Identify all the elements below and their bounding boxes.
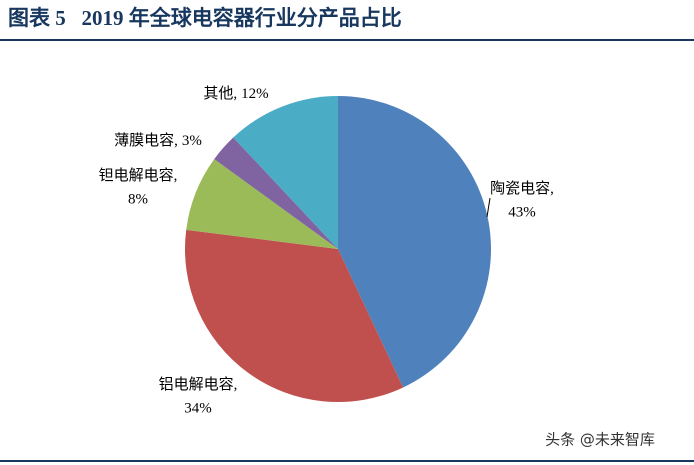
category-label: 铝电解电容 <box>159 376 234 393</box>
data-label: 陶瓷电容, <box>490 180 554 197</box>
label-separator: , <box>233 86 237 102</box>
category-label: 薄膜电容 <box>114 132 174 149</box>
pie-slice <box>214 137 338 249</box>
data-label: 薄膜电容, 3% <box>114 132 202 149</box>
data-label: 其他, 12% <box>203 85 268 102</box>
data-label: 铝电解电容, <box>159 376 238 393</box>
pie-slice <box>338 96 492 388</box>
pie-slice <box>233 96 338 249</box>
pie-slice <box>186 159 338 249</box>
category-label: 陶瓷电容 <box>490 180 550 197</box>
pie-slice <box>185 229 404 402</box>
label-separator: , <box>174 133 178 149</box>
value-label: 3% <box>182 133 202 149</box>
chart-title: 图表 5 2019 年全球电容器行业分产品占比 <box>8 6 402 30</box>
label-separator: , <box>234 377 238 393</box>
value-label: 8% <box>128 191 148 207</box>
value-label: 43% <box>508 204 536 220</box>
label-separator: , <box>174 168 178 184</box>
label-separator: , <box>550 181 554 197</box>
value-label: 34% <box>184 400 212 416</box>
category-label: 钽电解电容 <box>99 167 174 184</box>
leader-line <box>486 197 491 218</box>
value-label: 12% <box>241 86 269 102</box>
category-label: 其他 <box>203 85 233 102</box>
watermark: 头条 @未来智库 <box>545 431 655 449</box>
data-label: 钽电解电容, <box>99 167 178 184</box>
